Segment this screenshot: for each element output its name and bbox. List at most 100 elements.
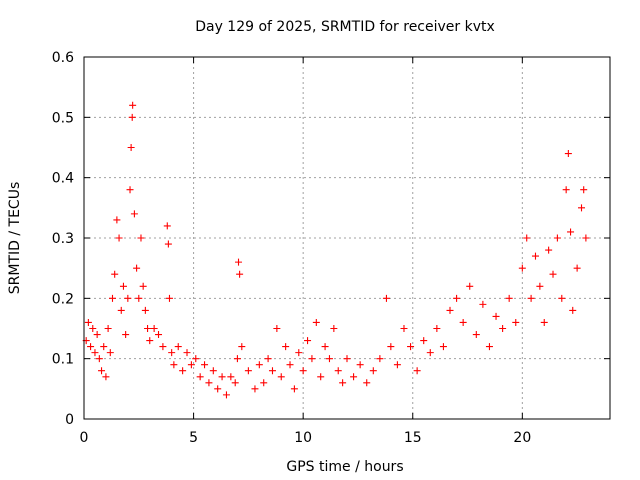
data-point	[133, 264, 141, 272]
data-point	[113, 216, 121, 224]
data-point	[459, 318, 467, 326]
data-point	[108, 294, 116, 302]
x-axis-label: GPS time / hours	[286, 459, 403, 475]
data-point	[106, 349, 114, 357]
y-tick-label: 0.4	[52, 171, 74, 187]
data-point	[282, 343, 290, 351]
data-point	[218, 373, 226, 381]
data-point	[130, 210, 138, 218]
data-point	[231, 379, 239, 387]
data-point	[214, 385, 222, 393]
data-point	[89, 325, 97, 332]
data-point	[251, 385, 259, 393]
data-point	[330, 325, 338, 332]
data-point	[505, 294, 513, 302]
data-point	[321, 343, 329, 351]
data-point	[163, 222, 171, 230]
data-point	[115, 234, 123, 242]
data-point	[146, 337, 154, 345]
data-point	[164, 240, 172, 248]
y-tick-label: 0	[65, 412, 74, 428]
data-point	[295, 349, 303, 357]
data-point	[540, 318, 548, 326]
data-point	[196, 373, 204, 381]
data-point	[363, 379, 371, 387]
data-point	[485, 343, 493, 351]
data-point	[93, 331, 101, 339]
data-point	[144, 325, 152, 332]
data-point	[312, 318, 320, 326]
data-point	[95, 355, 103, 363]
data-point	[578, 204, 586, 212]
data-point	[126, 186, 134, 194]
data-point	[393, 361, 401, 369]
data-point	[187, 361, 195, 369]
data-point	[111, 270, 119, 278]
data-point	[183, 349, 191, 357]
data-points-layer	[82, 101, 590, 399]
data-point	[339, 379, 347, 387]
data-point	[512, 318, 520, 326]
data-point	[523, 234, 531, 242]
data-point	[129, 101, 137, 109]
plot-frame	[83, 56, 611, 420]
data-point	[387, 343, 395, 351]
data-point	[139, 282, 147, 290]
data-point	[170, 361, 178, 369]
data-point	[165, 294, 173, 302]
data-point	[205, 379, 213, 387]
data-point	[582, 234, 590, 242]
y-tick-label: 0.2	[52, 291, 74, 307]
data-point	[124, 294, 132, 302]
grid-layer	[84, 57, 610, 419]
data-point	[369, 367, 377, 375]
data-point	[192, 355, 200, 363]
y-tick-label: 0.5	[52, 110, 74, 126]
ticks-layer: 0 0.1 0.2 0.3 0.4 0.5 0.6 0 5 10 15 20	[52, 50, 610, 446]
data-point	[531, 252, 539, 260]
data-point	[426, 349, 434, 357]
data-point	[573, 264, 581, 272]
data-point	[141, 306, 149, 314]
x-tick-label: 15	[404, 430, 422, 446]
data-point	[235, 258, 243, 266]
data-point	[317, 373, 325, 381]
x-tick-label: 0	[80, 430, 89, 446]
data-point	[168, 349, 176, 357]
data-point	[150, 325, 158, 332]
data-point	[84, 318, 92, 326]
data-point	[227, 373, 235, 381]
data-point	[499, 325, 507, 332]
data-point	[135, 294, 143, 302]
data-point	[453, 294, 461, 302]
y-tick-label: 0.1	[52, 352, 74, 368]
data-point	[91, 349, 99, 357]
data-point	[299, 367, 307, 375]
data-point	[174, 343, 182, 351]
y-tick-label: 0.3	[52, 231, 74, 247]
data-point	[343, 355, 351, 363]
data-point	[413, 367, 421, 375]
data-point	[567, 228, 575, 236]
data-point	[569, 306, 577, 314]
data-point	[356, 361, 364, 369]
data-point	[127, 144, 135, 151]
data-point	[545, 246, 553, 254]
data-point	[117, 306, 125, 314]
data-point	[308, 355, 316, 363]
data-point	[100, 343, 108, 351]
data-point	[255, 361, 263, 369]
data-point	[350, 373, 358, 381]
data-point	[238, 343, 246, 351]
data-point	[179, 367, 187, 375]
y-axis-label: SRMTID / TECUs	[7, 182, 23, 295]
data-point	[137, 234, 145, 242]
data-point	[236, 270, 244, 278]
data-point	[277, 373, 285, 381]
data-point	[479, 300, 487, 308]
data-point	[102, 373, 110, 381]
data-point	[264, 355, 272, 363]
data-point	[439, 343, 447, 351]
data-point	[536, 282, 544, 290]
